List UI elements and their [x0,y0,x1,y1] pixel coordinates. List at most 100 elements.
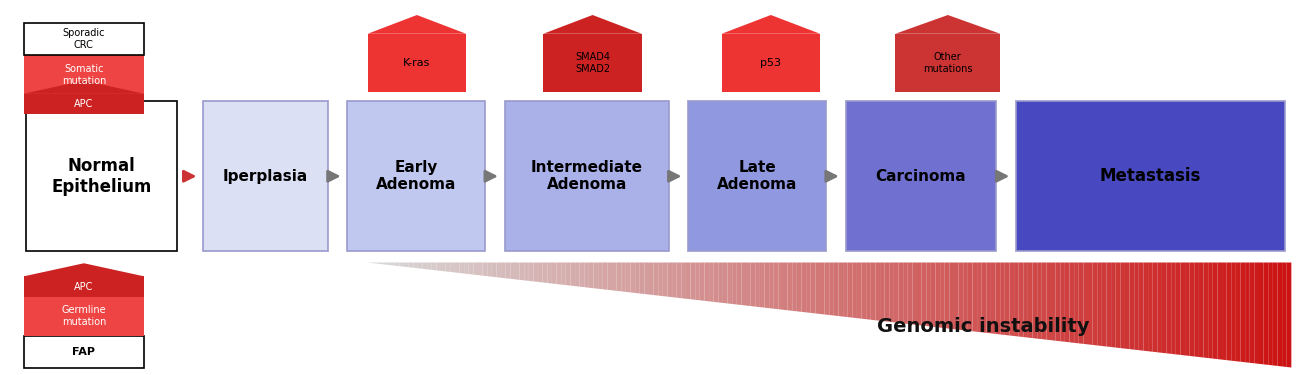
Polygon shape [519,262,524,280]
Polygon shape [400,262,404,267]
Text: Genomic instability: Genomic instability [877,317,1089,336]
Polygon shape [422,262,427,269]
Text: Intermediate
Adenoma: Intermediate Adenoma [531,160,642,192]
FancyBboxPatch shape [24,336,144,368]
Polygon shape [1065,262,1070,342]
Polygon shape [658,262,663,296]
Polygon shape [1255,262,1259,364]
Polygon shape [552,262,557,284]
FancyBboxPatch shape [544,34,642,92]
Polygon shape [843,262,848,317]
Polygon shape [24,81,144,94]
FancyBboxPatch shape [24,23,144,55]
FancyBboxPatch shape [24,296,144,336]
Polygon shape [1268,262,1273,365]
Polygon shape [954,262,958,330]
Polygon shape [413,262,418,268]
Polygon shape [995,262,1000,334]
Polygon shape [764,262,770,308]
Polygon shape [907,262,912,324]
Polygon shape [418,262,422,269]
Text: Germline
mutation: Germline mutation [62,305,106,327]
Polygon shape [825,262,830,315]
Polygon shape [482,262,488,276]
Polygon shape [773,262,779,309]
Polygon shape [830,262,834,315]
Polygon shape [1033,262,1037,339]
Polygon shape [566,262,570,286]
Polygon shape [1148,262,1152,352]
Polygon shape [861,262,867,319]
Text: FAP: FAP [72,346,96,357]
FancyBboxPatch shape [722,34,821,92]
Polygon shape [912,262,916,325]
Polygon shape [645,262,649,294]
Polygon shape [455,262,460,273]
Text: Iperplasia: Iperplasia [223,169,308,184]
Polygon shape [1112,262,1116,348]
Polygon shape [1121,262,1125,349]
Polygon shape [1037,262,1042,339]
Polygon shape [968,262,973,331]
Polygon shape [431,262,437,270]
Polygon shape [667,262,673,297]
Polygon shape [1079,262,1083,344]
Polygon shape [1152,262,1158,352]
Text: Normal
Epithelium: Normal Epithelium [51,157,152,196]
Polygon shape [1189,262,1194,357]
Polygon shape [1019,262,1024,337]
Polygon shape [686,262,691,299]
Polygon shape [391,262,395,266]
Polygon shape [1277,262,1282,366]
Polygon shape [1046,262,1051,340]
Text: Sporadic
CRC: Sporadic CRC [63,28,105,50]
Polygon shape [709,262,713,302]
Polygon shape [479,262,482,276]
Polygon shape [977,262,982,332]
Polygon shape [973,262,977,332]
Polygon shape [783,262,788,310]
Text: Late
Adenoma: Late Adenoma [717,160,797,192]
Text: p53: p53 [760,58,781,68]
Polygon shape [1061,262,1065,342]
Polygon shape [916,262,922,326]
Polygon shape [691,262,695,300]
Polygon shape [1218,262,1222,360]
Polygon shape [663,262,667,297]
Polygon shape [385,262,391,265]
Polygon shape [631,262,635,293]
Polygon shape [1028,262,1033,338]
Polygon shape [1264,262,1268,365]
Polygon shape [722,262,728,303]
Polygon shape [1273,262,1277,366]
Polygon shape [488,262,492,277]
FancyBboxPatch shape [1016,101,1285,251]
Polygon shape [585,262,589,288]
Polygon shape [903,262,907,324]
Polygon shape [922,262,927,326]
Polygon shape [1042,262,1046,340]
Polygon shape [1055,262,1061,341]
Polygon shape [871,262,876,320]
Text: Carcinoma: Carcinoma [876,169,966,184]
Polygon shape [1143,262,1148,351]
Polygon shape [895,15,1000,34]
Polygon shape [616,262,621,291]
Polygon shape [473,262,479,275]
Polygon shape [894,262,898,323]
Polygon shape [1134,262,1139,350]
Polygon shape [649,262,654,295]
Polygon shape [949,262,954,329]
Polygon shape [755,262,760,307]
Polygon shape [695,262,700,300]
Polygon shape [437,262,440,271]
Polygon shape [797,262,801,312]
Polygon shape [1236,262,1240,362]
Polygon shape [1139,262,1143,351]
Polygon shape [852,262,857,318]
Polygon shape [625,262,631,292]
Polygon shape [857,262,861,319]
Polygon shape [524,262,528,281]
Text: SMAD4
SMAD2: SMAD4 SMAD2 [576,52,610,74]
Polygon shape [815,262,819,314]
